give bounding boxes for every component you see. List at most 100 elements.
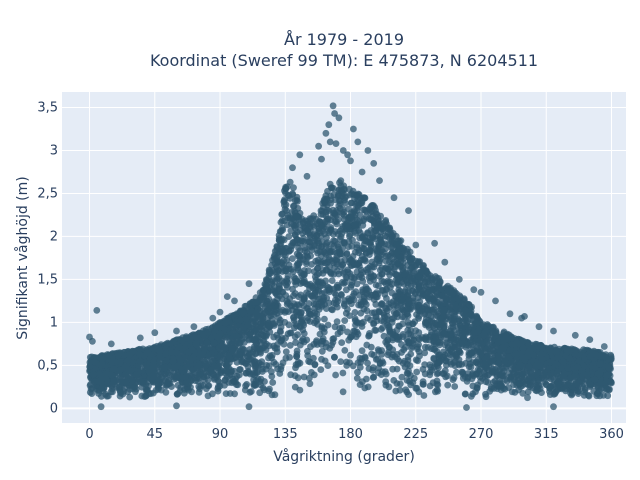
- data-point: [423, 285, 430, 293]
- data-point: [270, 358, 278, 366]
- data-point: [581, 388, 588, 396]
- data-point: [275, 314, 282, 322]
- data-point: [282, 348, 290, 356]
- data-point: [170, 364, 178, 371]
- data-point: [366, 293, 374, 301]
- data-point: [279, 210, 286, 218]
- data-point: [395, 322, 402, 330]
- data-point: [290, 313, 297, 321]
- data-point: [366, 209, 374, 216]
- data-point: [351, 195, 358, 203]
- data-point: [436, 358, 444, 365]
- data-point: [337, 358, 345, 365]
- data-point: [403, 293, 411, 300]
- data-point: [278, 335, 286, 342]
- data-point: [290, 184, 297, 192]
- data-point: [263, 277, 271, 284]
- data-point: [308, 261, 315, 268]
- data-point: [304, 347, 311, 355]
- data-point: [314, 321, 321, 328]
- data-point: [561, 370, 568, 378]
- data-point: [546, 384, 554, 392]
- data-point: [483, 338, 490, 346]
- data-point: [341, 347, 349, 354]
- data-point: [332, 218, 340, 226]
- data-point: [319, 281, 327, 289]
- chart-title-line-1: År 1979 - 2019: [284, 30, 404, 49]
- data-point: [95, 390, 102, 397]
- data-point: [399, 259, 407, 267]
- data-point: [265, 362, 273, 370]
- data-point: [282, 307, 290, 315]
- data-point: [349, 236, 356, 244]
- data-point: [538, 350, 545, 358]
- data-point: [346, 359, 353, 366]
- data-point: [294, 197, 301, 205]
- data-point: [381, 313, 389, 321]
- data-point: [145, 382, 152, 390]
- data-point: [279, 245, 286, 253]
- data-point: [149, 372, 157, 379]
- data-point: [364, 359, 371, 367]
- data-point: [489, 365, 496, 373]
- data-point: [560, 358, 567, 366]
- data-point: [395, 289, 402, 297]
- data-point: [305, 300, 313, 307]
- data-point: [280, 340, 288, 348]
- data-point: [323, 305, 330, 312]
- data-point: [317, 210, 325, 218]
- data-point: [315, 287, 323, 295]
- data-point: [274, 253, 281, 260]
- data-point: [199, 365, 207, 373]
- data-point: [214, 385, 222, 392]
- data-point: [519, 344, 527, 352]
- data-point: [337, 328, 344, 336]
- data-point: [396, 386, 404, 394]
- data-point: [369, 366, 377, 374]
- data-point: [372, 313, 380, 321]
- data-point: [325, 229, 333, 237]
- data-point: [386, 343, 393, 351]
- data-point: [385, 265, 392, 273]
- data-point: [390, 377, 398, 384]
- data-point: [419, 378, 427, 385]
- data-point: [385, 383, 393, 391]
- data-point: [222, 319, 229, 327]
- data-point: [494, 338, 502, 346]
- data-point: [338, 230, 346, 238]
- data-point: [370, 273, 377, 281]
- data-point: [268, 315, 276, 323]
- data-point: [196, 351, 204, 359]
- data-point: [187, 383, 194, 391]
- data-point: [434, 318, 442, 326]
- data-point: [262, 283, 270, 291]
- data-point: [391, 353, 399, 360]
- data-point: [358, 347, 366, 355]
- data-point: [339, 388, 347, 396]
- data-point: [413, 384, 421, 392]
- data-point: [228, 379, 236, 387]
- data-point: [376, 359, 384, 367]
- data-point: [310, 268, 318, 275]
- data-point: [258, 322, 265, 330]
- data-point: [405, 391, 412, 398]
- data-point: [259, 289, 266, 297]
- data-point: [481, 361, 489, 369]
- data-point: [498, 364, 506, 372]
- data-point: [340, 211, 348, 219]
- data-point: [265, 295, 273, 303]
- data-point: [353, 241, 361, 249]
- data-point: [327, 216, 335, 224]
- data-point: [361, 384, 369, 392]
- data-point: [347, 351, 354, 359]
- data-point: [268, 277, 276, 284]
- data-point: [335, 202, 343, 210]
- data-point: [594, 390, 601, 398]
- data-point: [242, 302, 250, 310]
- data-point: [200, 345, 208, 353]
- data-point: [451, 383, 459, 390]
- data-point: [415, 341, 422, 348]
- data-point: [484, 378, 492, 386]
- data-point: [290, 274, 298, 281]
- data-point: [343, 328, 351, 336]
